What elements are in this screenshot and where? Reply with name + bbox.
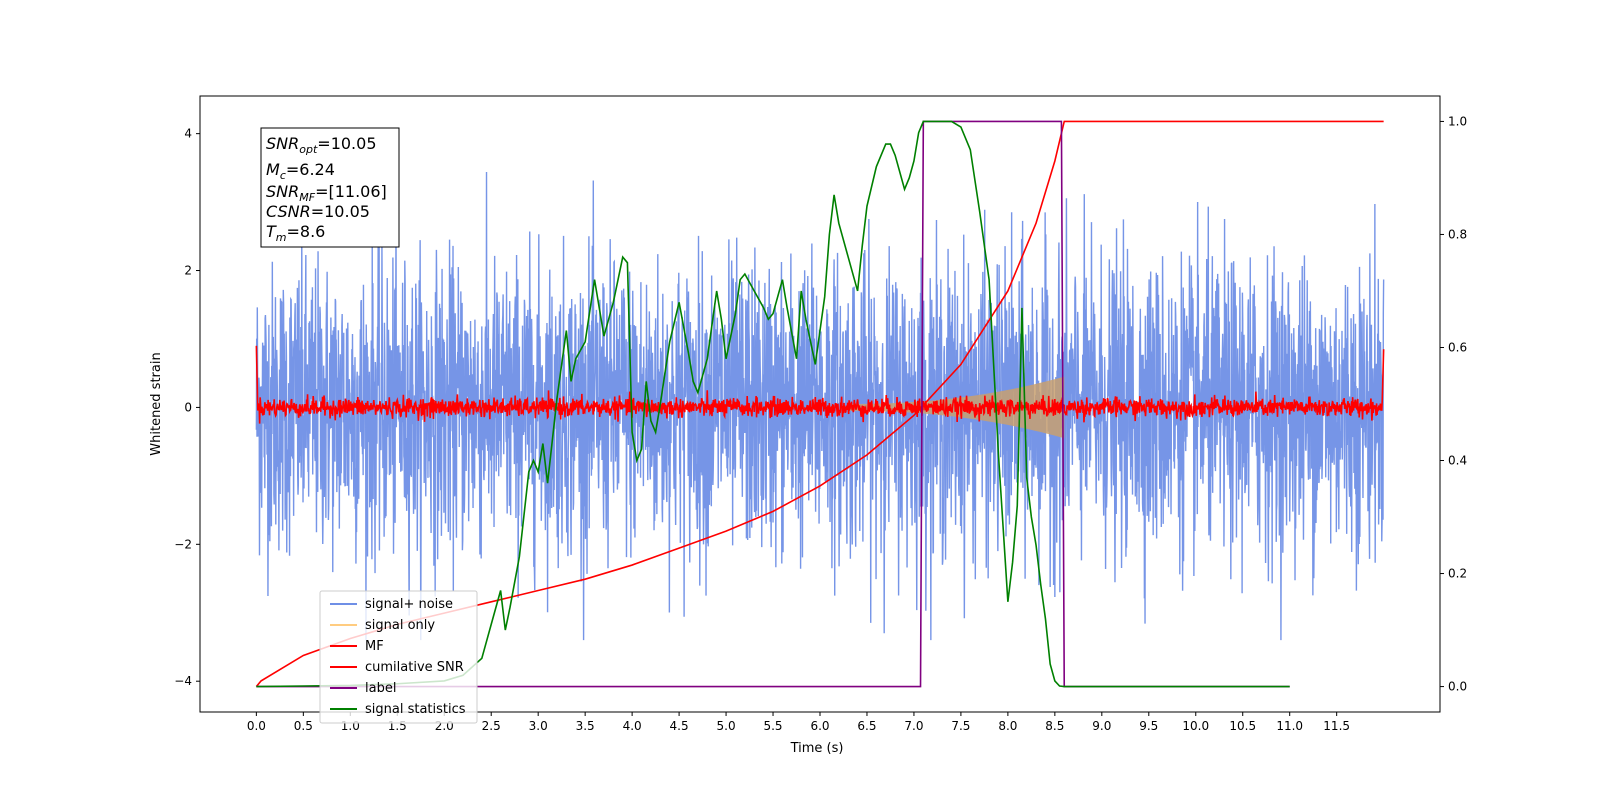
annotation-frame — [260, 127, 400, 248]
x-tick-label: 10.0 — [1182, 719, 1209, 733]
annotation-snr-mf: SNRMF=[11.06] — [266, 182, 387, 204]
x-tick-label: 5.5 — [763, 719, 782, 733]
legend-label: signal+ noise — [365, 597, 453, 612]
x-axis-label: Time (s) — [790, 741, 844, 756]
annotation-snr-opt: SNRopt=10.05 — [266, 134, 377, 156]
annotation-csnr: CSNR=10.05 — [266, 202, 370, 221]
y2-tick-label: 0.2 — [1448, 567, 1467, 581]
mf-series — [255, 345, 1385, 424]
y2-tick-label: 1.0 — [1448, 114, 1467, 128]
y-tick-label: −4 — [174, 674, 192, 688]
y-axis-ticks: −4 −2 0 2 4 — [174, 127, 200, 688]
x-tick-label: 6.0 — [810, 719, 829, 733]
x-tick-label: 11.5 — [1323, 719, 1350, 733]
x-tick-label: 10.5 — [1229, 719, 1256, 733]
legend-label: signal statistics — [365, 702, 466, 717]
y2-tick-label: 0.4 — [1448, 454, 1467, 468]
x-tick-label: 11.0 — [1276, 719, 1303, 733]
x-tick-label: 3.0 — [529, 719, 548, 733]
x-tick-label: 4.0 — [623, 719, 642, 733]
legend-item: signal statistics — [330, 702, 466, 717]
y2-axis-ticks: 0.0 0.2 0.4 0.6 0.8 1.0 — [1440, 114, 1467, 694]
annotation-mc: Mc=6.24 — [266, 160, 335, 182]
legend-label: MF — [365, 639, 384, 654]
x-tick-label: 2.5 — [482, 719, 501, 733]
x-tick-label: 6.5 — [857, 719, 876, 733]
x-tick-label: 5.0 — [717, 719, 736, 733]
legend-item: signal only — [330, 618, 435, 633]
legend-item: cumilative SNR — [330, 660, 464, 675]
x-tick-label: 7.0 — [904, 719, 923, 733]
y2-tick-label: 0.0 — [1448, 680, 1467, 694]
x-tick-label: 4.5 — [670, 719, 689, 733]
x-tick-label: 8.5 — [1045, 719, 1064, 733]
x-tick-label: 8.0 — [998, 719, 1017, 733]
legend: signal+ noise signal only MF cumilative … — [319, 590, 478, 724]
legend-label: cumilative SNR — [365, 660, 464, 675]
x-tick-label: 0.5 — [294, 719, 313, 733]
mf-line — [255, 345, 1385, 424]
x-tick-label: 9.0 — [1092, 719, 1111, 733]
x-tick-label: 0.0 — [247, 719, 266, 733]
y-tick-label: 4 — [184, 127, 192, 141]
y-tick-label: 2 — [184, 264, 192, 278]
y-axis-label: Whitened strain — [149, 352, 164, 455]
annotation-tm: Tm=8.6 — [266, 222, 325, 244]
y-tick-label: 0 — [184, 400, 192, 414]
legend-item: signal+ noise — [330, 597, 453, 612]
signal-statistics-line — [256, 120, 1290, 688]
x-tick-label: 7.5 — [951, 719, 970, 733]
y2-tick-label: 0.6 — [1448, 340, 1467, 354]
legend-item: label — [330, 681, 396, 696]
legend-label: label — [365, 681, 396, 696]
signal-noise-series — [255, 172, 1385, 641]
signal-noise-line — [255, 172, 1385, 641]
legend-label: signal only — [365, 618, 435, 633]
legend-item: MF — [330, 639, 384, 654]
x-tick-label: 3.5 — [576, 719, 595, 733]
y2-tick-label: 0.8 — [1448, 227, 1467, 241]
legend-frame — [319, 590, 478, 724]
y-tick-label: −2 — [174, 537, 192, 551]
x-tick-label: 9.5 — [1139, 719, 1158, 733]
annotation-box: SNRopt=10.05 Mc=6.24 SNRMF=[11.06] CSNR=… — [260, 127, 400, 248]
